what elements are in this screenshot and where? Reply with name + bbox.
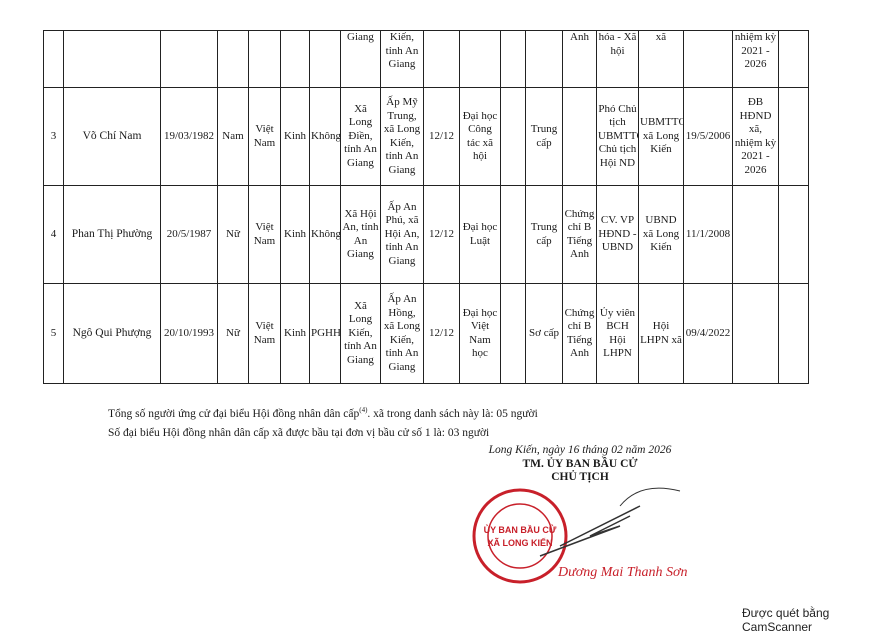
cell-stt (43, 30, 64, 88)
cell-general-edu: 12/12 (423, 185, 460, 284)
cell-foreign-lang: Chứng chỉ B Tiếng Anh (562, 283, 597, 384)
cell-nationality: Việt Nam (248, 283, 281, 384)
cell-party-date: 11/1/2008 (683, 185, 733, 284)
cell-party-date (683, 30, 733, 88)
cell-workplace: Hội LHPN xã (638, 283, 684, 384)
cell-ethnic (280, 30, 310, 88)
cell-degree (500, 185, 526, 284)
cell-ethnic: Kinh (280, 87, 310, 186)
table-row: 5 Ngô Qui Phượng 20/10/1993 Nữ Việt Nam Kinh P… (43, 283, 809, 384)
cell-delegate: nhiệm kỳ 2021 - 2026 (732, 30, 779, 88)
official-stamp-icon: ỦY BAN BẦU CỬ XÃ LONG KIẾN Dương Mai Tha… (472, 487, 688, 584)
cell-political: Sơ cấp (525, 283, 563, 384)
cell-delegate: ĐB HĐND xã, nhiệm kỳ 2021 - 2026 (732, 87, 779, 186)
cell-workplace: UBND xã Long Kiến (638, 185, 684, 284)
cell-foreign-lang: Chứng chỉ B Tiếng Anh (562, 185, 597, 284)
cell-dob (160, 30, 218, 88)
cell-residence: Ấp An Phú, xã Hội An, tỉnh An Giang (380, 185, 424, 284)
cell-general-edu: 12/12 (423, 87, 460, 186)
cell-name: Phan Thị Phường (63, 185, 161, 284)
cell-foreign-lang (562, 87, 597, 186)
cell-birthplace: Xã Long Điền, tỉnh An Giang (340, 87, 381, 186)
cell-professional (459, 30, 501, 88)
cell-gender (217, 30, 249, 88)
cell-birthplace: Xã Hội An, tỉnh An Giang (340, 185, 381, 284)
cell-position: Ủy viên BCH Hội LHPN (596, 283, 639, 384)
seats-note: Số đại biểu Hội đồng nhân dân cấp xã đượ… (108, 427, 490, 439)
cell-gender: Nam (217, 87, 249, 186)
cell-residence: Ấp Mỹ Trung, xã Long Kiến, tỉnh An Giang (380, 87, 424, 186)
cell-degree (500, 30, 526, 88)
cell-party-date: 09/4/2022 (683, 283, 733, 384)
candidate-table: Giang Kiến, tỉnh An Giang Anh hóa - Xã hội x… (43, 30, 809, 384)
cell-professional: Đại học Việt Nam học (459, 283, 501, 384)
svg-text:XÃ LONG KIẾN: XÃ LONG KIẾN (487, 538, 552, 548)
cell-nationality (248, 30, 281, 88)
cell-religion: Không (309, 87, 341, 186)
cell-foreign-lang: Anh (562, 30, 597, 88)
svg-text:ỦY BAN BẦU CỬ: ỦY BAN BẦU CỬ (484, 524, 557, 535)
cell-political (525, 30, 563, 88)
place-date: Long Kiến, ngày 16 tháng 02 năm 2026 (488, 444, 672, 456)
cell-residence: Ấp An Hồng, xã Long Kiến, tỉnh An Giang (380, 283, 424, 384)
table-row: Giang Kiến, tỉnh An Giang Anh hóa - Xã hội x… (43, 30, 809, 88)
cell-dob: 19/03/1982 (160, 87, 218, 186)
cell-stt: 5 (43, 283, 64, 384)
cell-position: CV. VP HĐND - UBND (596, 185, 639, 284)
cell-party-date: 19/5/2006 (683, 87, 733, 186)
cell-position: Phó Chủ tịch UBMTTQ-Chủ tịch Hội ND (596, 87, 639, 186)
cell-residence: Kiến, tỉnh An Giang (380, 30, 424, 88)
cell-degree (500, 283, 526, 384)
cell-extra (778, 185, 809, 284)
cell-name (63, 30, 161, 88)
cell-professional: Đại học Luật (459, 185, 501, 284)
table-row: 4 Phan Thị Phường 20/5/1987 Nữ Việt Nam Kinh K… (43, 185, 809, 284)
cell-general-edu: 12/12 (423, 283, 460, 384)
cell-political: Trung cấp (525, 185, 563, 284)
cell-delegate (732, 283, 779, 384)
cell-nationality: Việt Nam (248, 87, 281, 186)
cell-religion: PGHH (309, 283, 341, 384)
cell-religion (309, 30, 341, 88)
signature-org: TM. ỦY BAN BẦU CỬ (522, 458, 638, 470)
cell-ethnic: Kinh (280, 185, 310, 284)
cell-gender: Nữ (217, 283, 249, 384)
total-candidates-note: Tổng số người ứng cử đại biểu Hội đồng n… (108, 406, 538, 420)
cell-workplace: UBMTTQ xã Long Kiến (638, 87, 684, 186)
table-row: 3 Võ Chí Nam 19/03/1982 Nam Việt Nam Kinh Khôn… (43, 87, 809, 186)
cell-extra (778, 87, 809, 186)
cell-name: Võ Chí Nam (63, 87, 161, 186)
cell-dob: 20/10/1993 (160, 283, 218, 384)
cell-political: Trung cấp (525, 87, 563, 186)
signature-title: CHỦ TỊCH (551, 471, 609, 483)
cell-general-edu (423, 30, 460, 88)
cell-professional: Đại học Công tác xã hội (459, 87, 501, 186)
cell-birthplace: Xã Long Kiến, tỉnh An Giang (340, 283, 381, 384)
cell-delegate (732, 185, 779, 284)
cell-degree (500, 87, 526, 186)
cell-dob: 20/5/1987 (160, 185, 218, 284)
cell-ethnic: Kinh (280, 283, 310, 384)
cell-workplace: xã (638, 30, 684, 88)
cell-birthplace: Giang (340, 30, 381, 88)
cell-nationality: Việt Nam (248, 185, 281, 284)
cell-name: Ngô Qui Phượng (63, 283, 161, 384)
cell-religion: Không (309, 185, 341, 284)
cell-stt: 3 (43, 87, 64, 186)
cell-extra (778, 30, 809, 88)
cell-position: hóa - Xã hội (596, 30, 639, 88)
signer-name: Dương Mai Thanh Sơn (557, 565, 688, 580)
cell-gender: Nữ (217, 185, 249, 284)
cell-stt: 4 (43, 185, 64, 284)
cell-extra (778, 283, 809, 384)
